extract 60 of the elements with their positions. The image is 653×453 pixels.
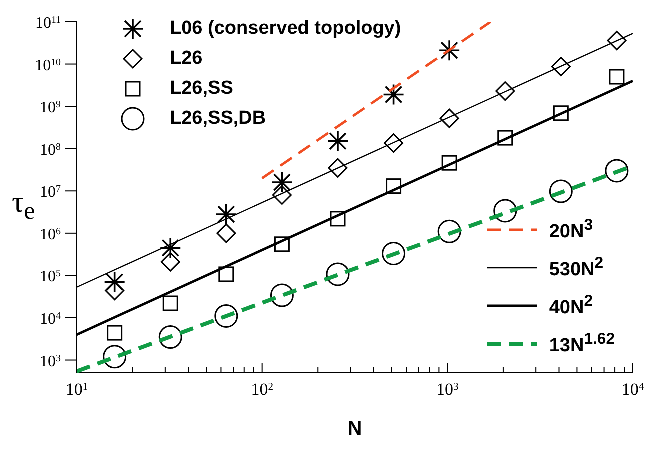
x-tick-label: 10$^{3}$ (436, 380, 459, 399)
legend-label: L26,SS,DB (170, 108, 266, 130)
point (438, 220, 462, 244)
point (382, 242, 406, 266)
y-tick-label: 10$^{7}$ (40, 184, 62, 202)
point (327, 130, 349, 152)
point (272, 185, 292, 205)
point (326, 262, 350, 286)
legend-label: 20N$^{3}$ (549, 216, 593, 244)
legend-label: 40N$^{2}$ (549, 292, 593, 320)
y-tick-label: 10$^{11}$ (35, 14, 62, 32)
x-tick-label: 10$^{4}$ (622, 380, 645, 399)
point (607, 31, 627, 51)
point (103, 345, 127, 369)
y-axis-title: τ$_{e}$ (12, 186, 36, 225)
y-tick-label: 10$^{8}$ (40, 141, 62, 159)
point (494, 199, 518, 223)
point (496, 82, 516, 102)
point (107, 325, 123, 341)
point (270, 284, 294, 308)
y-tick-label: 10$^{9}$ (40, 99, 62, 117)
point (328, 158, 348, 178)
point (216, 204, 238, 226)
point (104, 271, 126, 294)
point (271, 172, 294, 194)
point (498, 130, 514, 146)
point (274, 236, 290, 252)
point (158, 326, 182, 350)
point (160, 252, 180, 272)
legend-label: L26 (170, 48, 203, 70)
point (382, 84, 405, 106)
x-tick-label: 10$^{2}$ (251, 380, 274, 399)
legend-label: L26,SS (170, 78, 234, 100)
point (162, 296, 178, 312)
point (549, 180, 573, 204)
point (214, 304, 238, 328)
y-tick-label: 10$^{4}$ (40, 310, 62, 328)
x-axis-title: N (348, 418, 362, 440)
point (160, 237, 182, 259)
x-tick-label: 10$^{1}$ (66, 380, 88, 399)
point (105, 281, 125, 301)
legend-label: 13N$^{1.62}$ (549, 330, 615, 358)
y-tick-label: 10$^{3}$ (40, 352, 62, 370)
point (609, 69, 625, 85)
point (553, 106, 569, 122)
point (330, 211, 346, 227)
point (438, 40, 460, 62)
point (384, 134, 404, 154)
point (440, 108, 460, 128)
y-tick-label: 10$^{10}$ (35, 56, 62, 74)
legend-label: L06 (conserved topology) (170, 18, 402, 40)
point (386, 178, 402, 194)
y-tick-label: 10$^{6}$ (40, 226, 62, 244)
point (442, 155, 458, 171)
point (605, 159, 629, 183)
y-tick-label: 10$^{5}$ (40, 268, 62, 286)
legend-label: 530N$^{2}$ (549, 254, 604, 282)
point (216, 224, 236, 244)
point (218, 266, 234, 282)
point (551, 57, 571, 77)
